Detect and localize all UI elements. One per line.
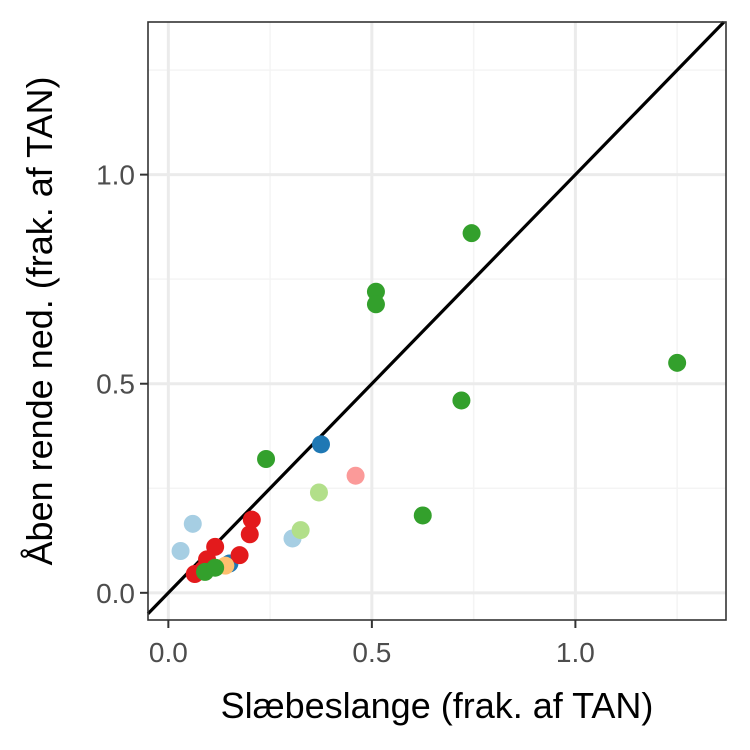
identity-line bbox=[146, 20, 726, 615]
reference-line-group bbox=[146, 20, 726, 615]
y-tick-label: 0.0 bbox=[96, 578, 135, 609]
y-tick-label: 0.5 bbox=[96, 369, 135, 400]
x-tick-label: 0.5 bbox=[352, 637, 391, 668]
data-point bbox=[183, 514, 202, 533]
x-axis-title: Slæbeslange (frak. af TAN) bbox=[221, 685, 654, 726]
data-point bbox=[413, 506, 432, 525]
panel-border bbox=[147, 21, 727, 621]
data-point bbox=[668, 353, 687, 372]
data-point bbox=[309, 483, 328, 502]
data-point bbox=[230, 546, 249, 565]
axis-ticks: 0.0 0.5 1.0 0.0 0.5 1.0 bbox=[96, 160, 595, 668]
panel-background bbox=[148, 22, 726, 620]
data-point bbox=[242, 510, 261, 529]
data-point bbox=[462, 224, 481, 243]
data-point bbox=[206, 558, 225, 577]
data-points bbox=[171, 224, 687, 583]
data-point bbox=[311, 435, 330, 454]
y-tick-label: 1.0 bbox=[96, 160, 135, 191]
grid-lines bbox=[148, 22, 726, 620]
data-point bbox=[366, 295, 385, 314]
data-point bbox=[171, 542, 190, 560]
data-point bbox=[452, 391, 471, 410]
data-point bbox=[257, 450, 276, 468]
data-point bbox=[291, 521, 310, 540]
data-point bbox=[346, 466, 365, 485]
data-point bbox=[366, 282, 385, 301]
data-point bbox=[240, 525, 259, 544]
x-tick-label: 1.0 bbox=[556, 637, 595, 668]
x-tick-label: 0.0 bbox=[149, 637, 188, 668]
data-point bbox=[206, 537, 225, 556]
y-axis-title: Åben rende ned. (frak. af TAN) bbox=[19, 77, 60, 566]
